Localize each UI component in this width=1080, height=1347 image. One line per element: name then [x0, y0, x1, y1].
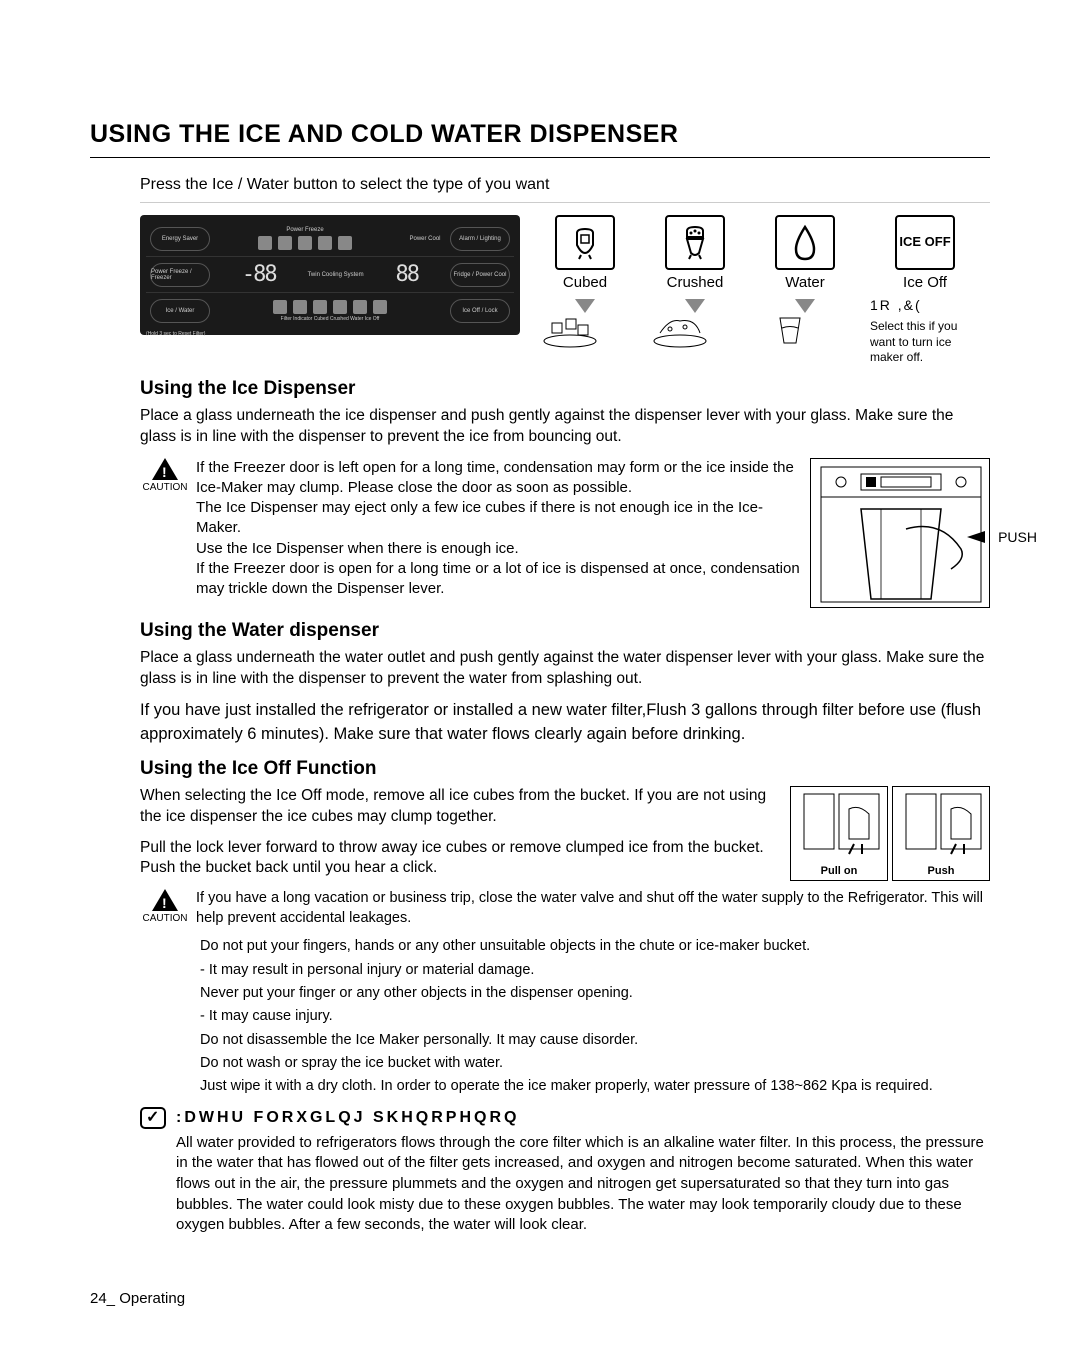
power-freeze-freezer-button: Power Freeze / Freezer [150, 263, 210, 287]
bullet-1a: - It may result in personal injury or ma… [200, 960, 990, 980]
caution-block-2: CAUTION If you have a long vacation or b… [140, 889, 990, 928]
bullet-3: Do not disassemble the Ice Maker persona… [200, 1030, 990, 1050]
arrow-down-icon [575, 299, 595, 313]
cubed-pile-icon [540, 313, 600, 348]
cubed-label: Cubed [540, 274, 630, 291]
ice-off-column: ICE OFF Ice Off 1R ,&( Select this if yo… [870, 215, 980, 366]
water-dispenser-p1: Place a glass underneath the water outle… [140, 648, 990, 690]
bullet-2: Never put your finger or any other objec… [200, 983, 990, 1003]
no-ice-note: Select this if you want to turn ice make… [870, 319, 980, 366]
caution-label: CAUTION [140, 913, 190, 924]
bullet-5: Just wipe it with a dry cloth. In order … [200, 1076, 990, 1096]
ice-off-icon: ICE OFF [895, 215, 955, 270]
reset-filter-label: (Hold 3 sec to Reset Filter) [146, 331, 514, 337]
push-diagram: PUSH [810, 458, 990, 608]
caution-1-line1: If the Freezer door is left open for a l… [196, 458, 800, 499]
sound-icon [318, 236, 332, 250]
page-footer: 24_ Operating [90, 1290, 185, 1307]
cubed-column: Cubed [540, 215, 630, 348]
caution-1-line2: The Ice Dispenser may eject only a few i… [196, 498, 800, 539]
no-ice-title: 1R ,&( [870, 297, 980, 313]
caution-1-line4: If the Freezer door is open for a long t… [196, 559, 800, 600]
caution2-intro: If you have a long vacation or business … [196, 889, 990, 928]
bullet-1: Do not put your fingers, hands or any ot… [200, 936, 990, 956]
push-box: Push [892, 786, 990, 881]
snowflake-icon [258, 236, 272, 250]
pull-on-box: Pull on [790, 786, 888, 881]
water-glass-icon [760, 313, 820, 348]
ice-off-label: Ice Off [870, 274, 980, 291]
ice-off-p1: When selecting the Ice Off mode, remove … [140, 786, 780, 828]
arrow-down-icon [795, 299, 815, 313]
fridge-power-cool-button: Fridge / Power Cool [450, 263, 510, 287]
energy-saver-button: Energy Saver [150, 227, 210, 251]
push-label: PUSH [998, 529, 1037, 545]
crushed-label: Crushed [650, 274, 740, 291]
crushed-icon [665, 215, 725, 270]
bullet-4: Do not wash or spray the ice bucket with… [200, 1053, 990, 1073]
note-text: All water provided to refrigerators flow… [176, 1133, 990, 1236]
ice-off-heading: Using the Ice Off Function [140, 758, 990, 780]
water-dispenser-heading: Using the Water dispenser [140, 620, 990, 642]
filter-row-labels: Filter Indicator Cubed Crushed Water Ice… [210, 316, 450, 322]
page-number: 24_ [90, 1290, 115, 1307]
note-garbled-heading: :DWHU FORXGLQJ SKHQRPHQRQ [176, 1107, 990, 1129]
crushed-column: Crushed [650, 215, 740, 348]
crushed-small-icon [313, 300, 327, 314]
caution-label: CAUTION [140, 482, 190, 493]
alarm-button: Alarm / Lighting [450, 227, 510, 251]
water-small-icon [333, 300, 347, 314]
note-block: :DWHU FORXGLQJ SKHQRPHQRQ All water prov… [140, 1107, 990, 1237]
bullet-2a: - It may cause injury. [200, 1006, 990, 1026]
panel-illustration-row: Energy Saver Power Freeze Power Cool Ala… [140, 215, 990, 366]
ice-off-lock-button: Ice Off / Lock [450, 299, 510, 323]
ice-dispenser-p1: Place a glass underneath the ice dispens… [140, 406, 990, 448]
water-label: Water [760, 274, 850, 291]
push-arrow-icon [967, 531, 985, 543]
lock-icon [338, 236, 352, 250]
power-cool-label: Power Cool [400, 236, 450, 242]
control-panel-illustration: Energy Saver Power Freeze Power Cool Ala… [140, 215, 520, 335]
filter-icon [273, 300, 287, 314]
caution-icon [152, 458, 178, 480]
ice-dispenser-heading: Using the Ice Dispenser [140, 378, 990, 400]
ice-water-button: Ice / Water [150, 299, 210, 323]
cubed-small-icon [293, 300, 307, 314]
caution-1-line3: Use the Ice Dispenser when there is enou… [196, 539, 800, 559]
caution-icon [152, 889, 178, 911]
water-column: Water [760, 215, 850, 348]
note-icon [140, 1107, 166, 1129]
water-dispenser-p2: If you have just installed the refrigera… [140, 699, 990, 745]
ice-off-p2: Pull the lock lever forward to throw awa… [140, 838, 780, 880]
door-icon [278, 236, 292, 250]
cubed-icon [555, 215, 615, 270]
caution-bullet-list: Do not put your fingers, hands or any ot… [200, 936, 990, 1096]
intro-text: Press the Ice / Water button to select t… [140, 176, 990, 203]
freezer-temp-display: -88 [242, 262, 276, 287]
twin-cooling-label: Twin Cooling System [308, 272, 364, 278]
crushed-pile-icon [650, 313, 710, 348]
power-freeze-label: Power Freeze [210, 227, 400, 233]
water-icon [775, 215, 835, 270]
footer-section: Operating [115, 1290, 185, 1307]
iceoff-small-icon [353, 300, 367, 314]
fridge-temp-display: 88 [396, 262, 419, 287]
sun-icon [298, 236, 312, 250]
pull-push-diagram: Pull on Push [790, 786, 990, 881]
arrow-down-icon [685, 299, 705, 313]
page-title: USING THE ICE AND COLD WATER DISPENSER [90, 120, 990, 158]
caution-block-1: CAUTION If the Freezer door is left open… [140, 458, 800, 600]
lock-small-icon [373, 300, 387, 314]
